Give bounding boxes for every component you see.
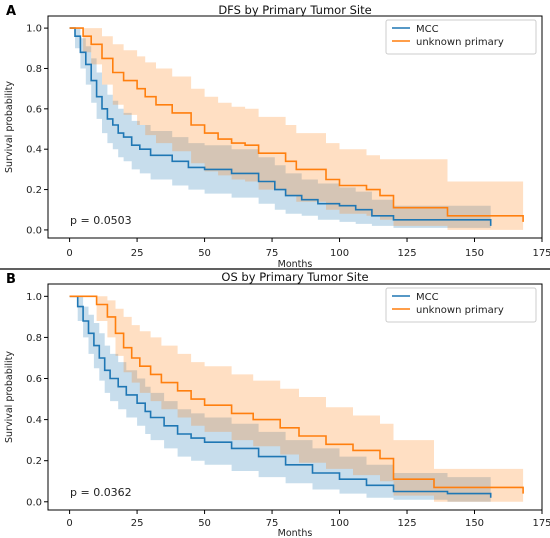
y-tick-label: 1.0 [26, 24, 42, 35]
legend: MCC unknown primary [385, 19, 537, 55]
x-tick-label: 50 [198, 518, 211, 529]
legend-entry: MCC [416, 292, 439, 303]
legend-entry: unknown primary [416, 37, 504, 48]
panel-letter: B [6, 272, 16, 287]
x-tick-label: 100 [330, 248, 349, 259]
ci-band-unknown-primary [69, 296, 524, 502]
x-tick-label: 125 [397, 518, 416, 529]
y-tick-label: 0.6 [26, 104, 42, 115]
p-value-annotation: p = 0.0503 [70, 214, 132, 227]
survival-line-unknown-primary [69, 295, 524, 494]
x-tick-label: 0 [66, 248, 72, 259]
y-tick-label: 0.4 [26, 145, 42, 156]
legend-box [385, 287, 537, 323]
chart-title: DFS by Primary Tumor Site [218, 3, 371, 17]
x-axis-label: Months [278, 259, 313, 270]
y-tick-label: 1.0 [26, 292, 42, 303]
survival-line-mcc [69, 27, 492, 226]
x-tick-label: 75 [266, 248, 279, 259]
x-tick-label: 75 [266, 518, 279, 529]
x-tick-label: 125 [397, 248, 416, 259]
y-axis-label: Survival probability [4, 351, 15, 443]
plot-frame [47, 15, 543, 239]
x-tick-label: 175 [532, 518, 550, 529]
panel-letter: A [6, 4, 16, 19]
x-tick-label: 0 [66, 518, 72, 529]
y-tick-label: 0.0 [26, 225, 42, 236]
y-tick-label: 0.0 [26, 497, 42, 508]
x-tick-label: 175 [532, 248, 550, 259]
panel-a: A DFS by Primary Tumor Site 0 25 50 75 100 125 1… [4, 3, 550, 270]
x-tick-label: 25 [131, 248, 144, 259]
ci-band-unknown-primary [69, 28, 524, 230]
y-tick-label: 0.4 [26, 415, 42, 426]
x-axis-label: Months [278, 528, 313, 538]
x-tick-label: 25 [131, 518, 144, 529]
survival-line-unknown-primary [69, 27, 524, 222]
y-tick-label: 0.2 [26, 456, 42, 467]
x-tick-label: 50 [198, 248, 211, 259]
plot-frame [47, 283, 543, 511]
chart-title: OS by Primary Tumor Site [221, 270, 368, 284]
panel-b: B OS by Primary Tumor Site 0 25 50 75 100 125 15… [4, 270, 550, 538]
ci-band-mcc [69, 296, 491, 502]
y-tick-label: 0.8 [26, 333, 42, 344]
survival-line-mcc [69, 295, 492, 498]
y-axis-label: Survival probability [4, 81, 15, 173]
ci-band-mcc [69, 28, 491, 230]
p-value-annotation: p = 0.0362 [70, 486, 132, 499]
legend-box [385, 19, 537, 55]
legend: MCC unknown primary [385, 287, 537, 323]
x-tick-label: 100 [330, 518, 349, 529]
y-tick-label: 0.6 [26, 374, 42, 385]
x-tick-label: 150 [465, 248, 484, 259]
legend-entry: MCC [416, 24, 439, 35]
y-tick-label: 0.8 [26, 64, 42, 75]
x-tick-label: 150 [465, 518, 484, 529]
legend-entry: unknown primary [416, 305, 504, 316]
y-tick-label: 0.2 [26, 185, 42, 196]
